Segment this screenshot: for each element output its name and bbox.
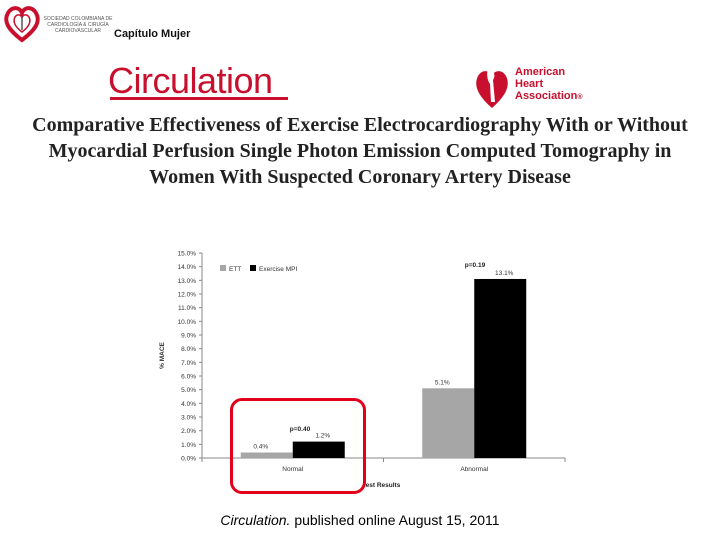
registered-mark: ® bbox=[577, 94, 583, 101]
x-tick-label-abnormal: Abnormal bbox=[460, 466, 488, 473]
legend-label-ett: ETT bbox=[229, 266, 241, 273]
citation-journal: Circulation. bbox=[220, 512, 291, 528]
bar-exercise-mpi-normal bbox=[292, 441, 345, 458]
bar-ett-normal bbox=[240, 452, 293, 458]
y-tick-label: 13.0% bbox=[178, 278, 197, 285]
aha-heart-torch-icon bbox=[476, 66, 508, 108]
y-tick-label: 4.0% bbox=[181, 401, 196, 408]
y-tick-label: 0.0% bbox=[181, 456, 196, 463]
data-label: 5.1% bbox=[435, 379, 450, 386]
y-tick-label: 8.0% bbox=[181, 346, 196, 353]
aha-line-3: Association® bbox=[515, 90, 583, 102]
citation-text: published online August 15, 2011 bbox=[290, 512, 500, 528]
journal-logo-underline bbox=[110, 97, 288, 100]
y-tick-label: 1.0% bbox=[181, 442, 196, 449]
y-tick-label: 10.0% bbox=[178, 319, 197, 326]
y-tick-label: 11.0% bbox=[178, 305, 196, 312]
x-tick-label-normal: Normal bbox=[282, 466, 304, 473]
citation: Circulation. published online August 15,… bbox=[0, 512, 720, 528]
y-tick-label: 9.0% bbox=[181, 333, 196, 340]
y-tick-label: 15.0% bbox=[178, 251, 197, 258]
society-name: SOCIEDAD COLOMBIANA DE CARDIOLOGÍA & CIR… bbox=[43, 16, 113, 34]
bar-ett-abnormal bbox=[422, 388, 475, 458]
bar-exercise-mpi-abnormal bbox=[474, 278, 527, 458]
data-label: 1.2% bbox=[315, 433, 330, 440]
x-axis-label: est Results bbox=[366, 482, 401, 489]
y-tick-label: 3.0% bbox=[181, 415, 196, 422]
y-tick-label: 5.0% bbox=[181, 387, 196, 394]
heart-seal-icon bbox=[4, 6, 40, 43]
legend-swatch-mpi bbox=[250, 265, 256, 271]
y-axis-label: % MACE bbox=[159, 341, 166, 368]
journal-logo: Circulation bbox=[108, 60, 273, 101]
y-tick-label: 12.0% bbox=[178, 292, 197, 299]
data-label: 0.4% bbox=[253, 444, 268, 451]
normal-group-highlight bbox=[230, 398, 366, 494]
aha-wordmark: American Heart Association® bbox=[515, 66, 583, 104]
p-value-annotation: p=0.19 bbox=[465, 262, 486, 269]
aha-logo bbox=[476, 66, 508, 108]
aha-line-1: American bbox=[515, 66, 566, 78]
legend-swatch-ett bbox=[220, 265, 226, 271]
y-tick-label: 2.0% bbox=[181, 428, 196, 435]
slide-title: Comparative Effectiveness of Exercise El… bbox=[32, 114, 688, 188]
legend-label-mpi: Exercise MPI bbox=[259, 266, 297, 273]
aha-line-2: Heart bbox=[515, 78, 544, 90]
y-tick-label: 14.0% bbox=[178, 264, 197, 271]
society-logo bbox=[4, 6, 40, 43]
chapter-label: Capítulo Mujer bbox=[114, 28, 191, 40]
y-tick-label: 6.0% bbox=[181, 374, 196, 381]
mace-bar-chart: 0.0% 1.0% 2.0% 3.0% 4.0% 5.0% 6.0% 7.0% 8.0% 9.0%… bbox=[159, 251, 566, 489]
data-label: 13.1% bbox=[495, 270, 514, 277]
y-tick-label: 7.0% bbox=[181, 360, 196, 367]
p-value-annotation: p=0.40 bbox=[290, 426, 311, 433]
